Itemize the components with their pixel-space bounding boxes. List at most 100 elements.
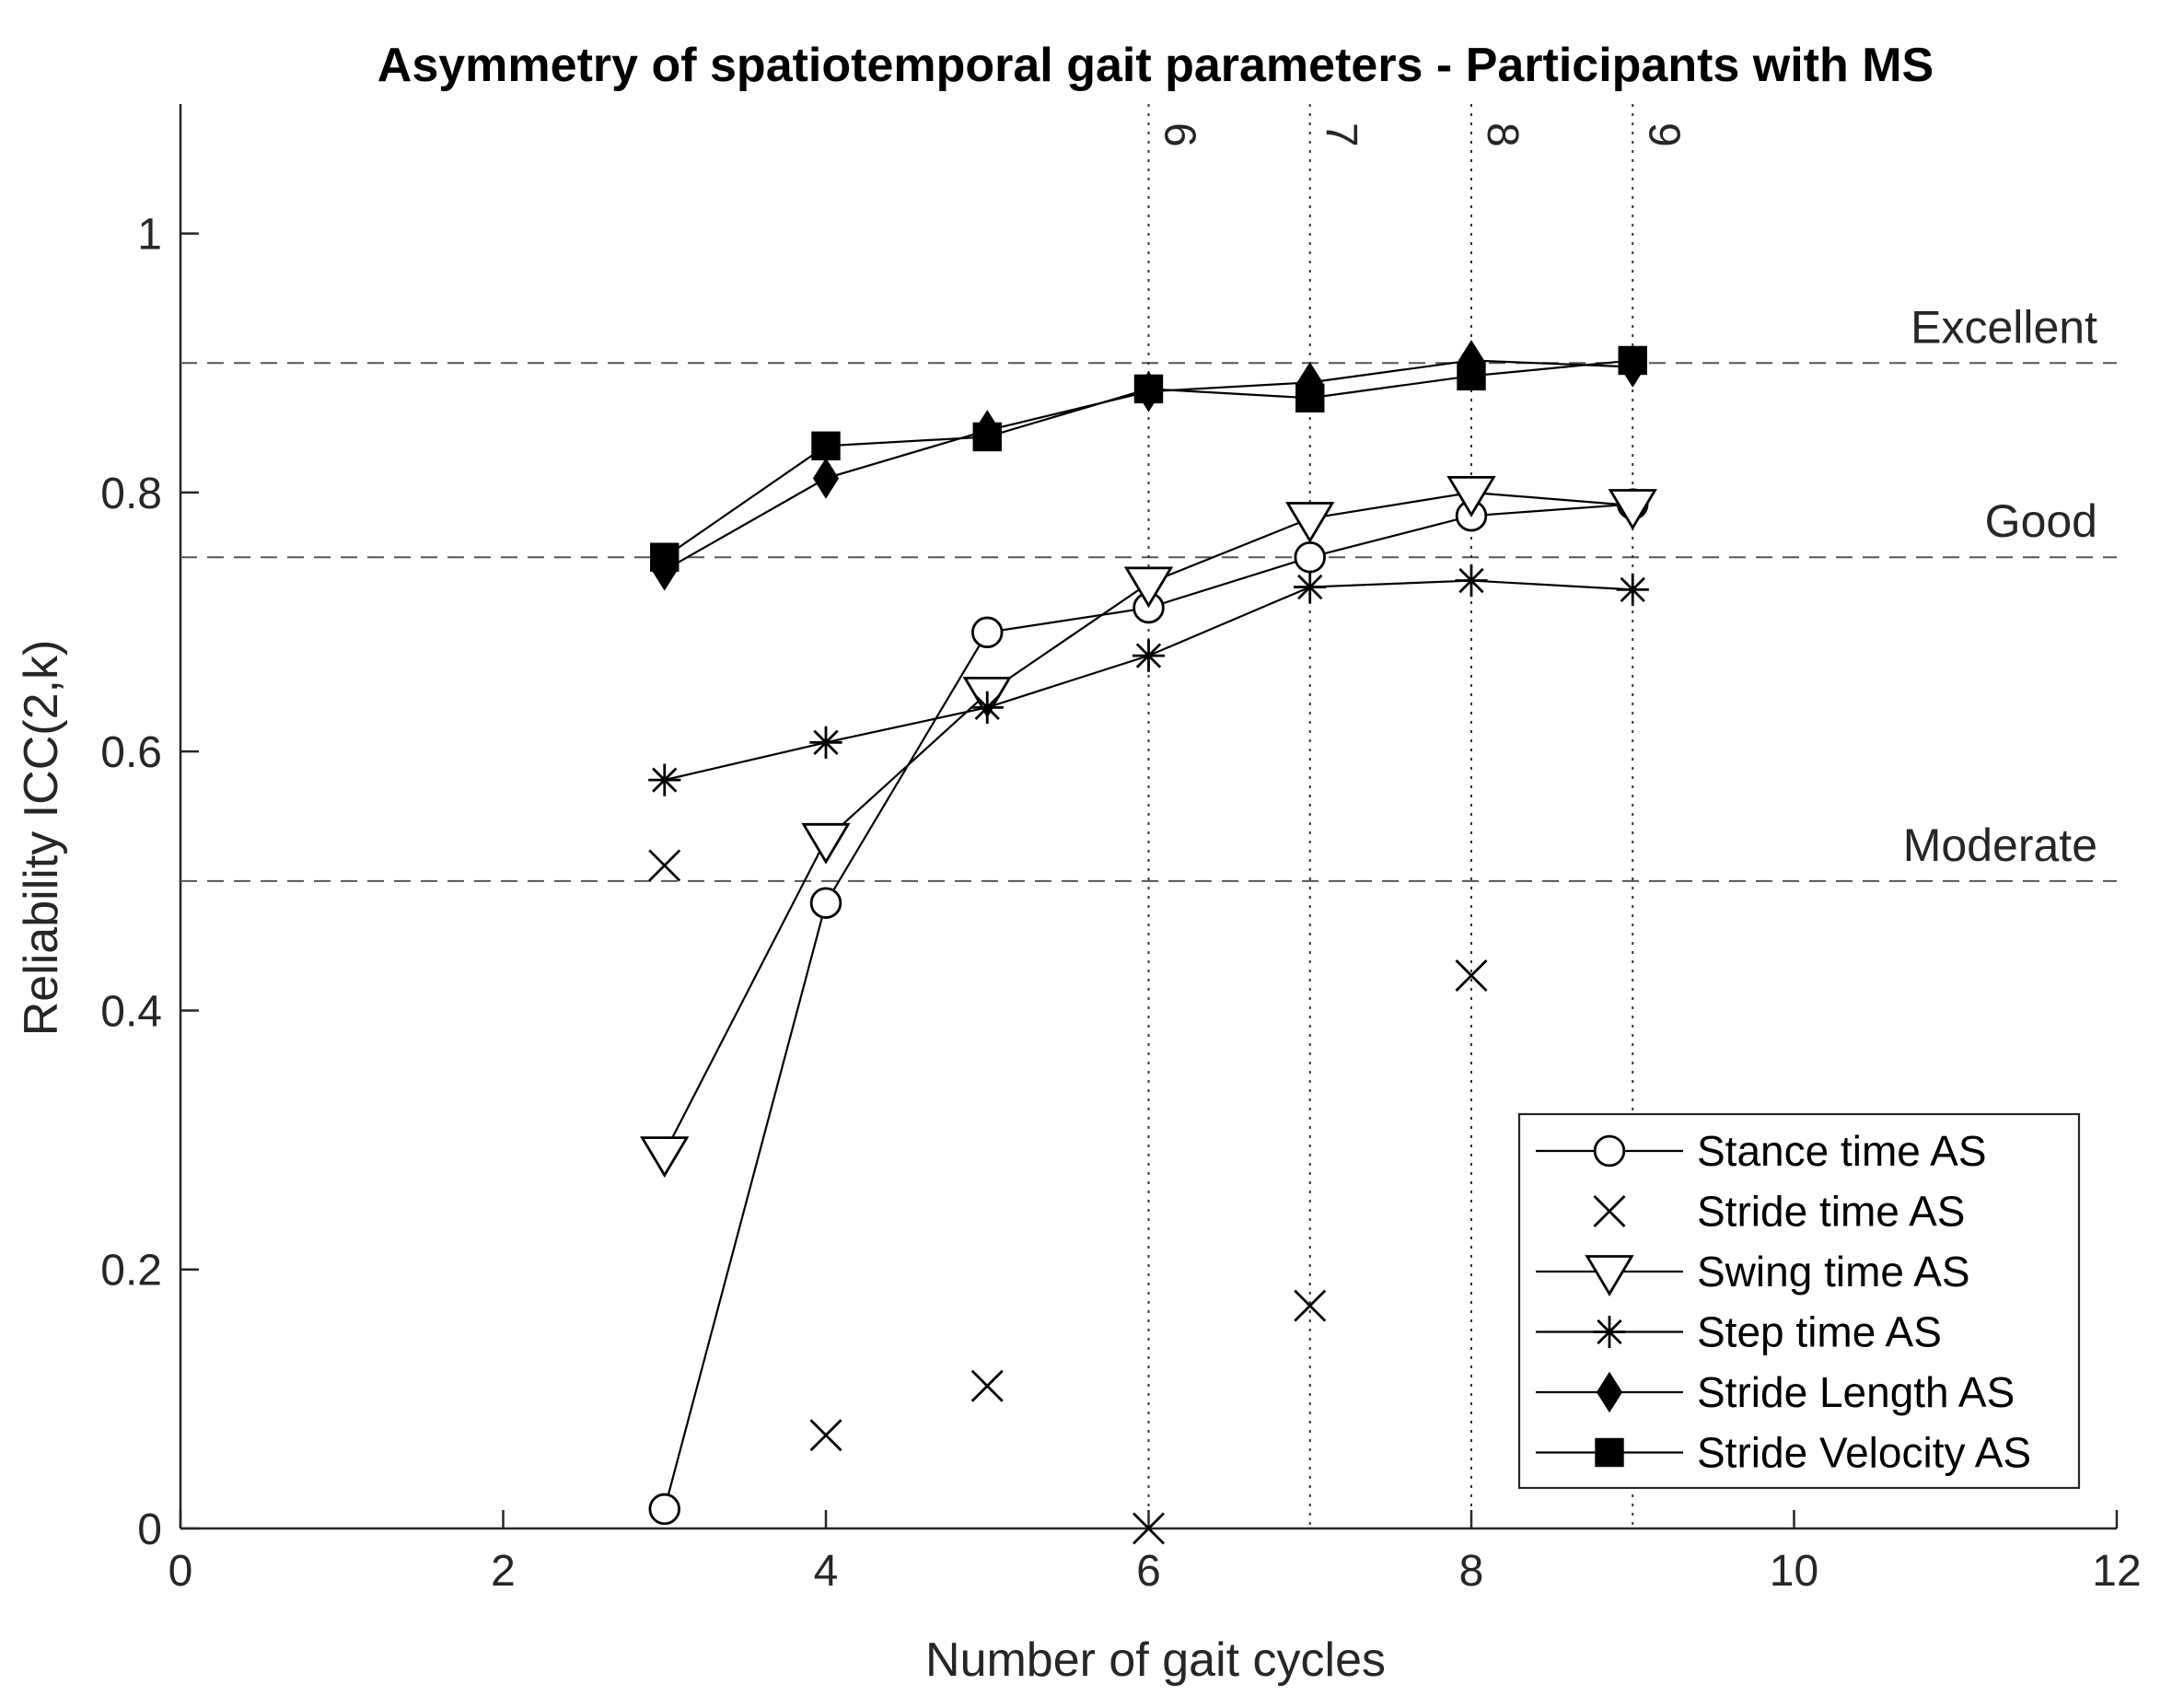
data-point: [1294, 1289, 1327, 1322]
x-tick-label: 8: [1459, 1547, 1484, 1596]
x-tick-label: 2: [491, 1547, 516, 1596]
data-point: [648, 1493, 680, 1526]
marker-shape: [648, 1493, 680, 1526]
y-tick-label: 1: [137, 211, 162, 260]
legend: Stance time AS Stride time AS Swing time A…: [1517, 1112, 2081, 1490]
marker-shape: [970, 1369, 1004, 1402]
data-point: [1455, 959, 1488, 992]
data-point: [970, 1369, 1004, 1402]
reference-line-label: Excellent: [1911, 301, 2097, 353]
data-point: [1295, 383, 1325, 412]
legend-entry: Stance time AS: [1536, 1127, 1987, 1175]
series-swing-time-as: [640, 476, 1657, 1179]
marker-shape: [1123, 566, 1174, 609]
marker-shape: [1595, 1437, 1624, 1468]
data-point: [1457, 361, 1486, 391]
marker-shape: [1593, 1134, 1626, 1168]
vertical-line-label: 6: [1156, 122, 1204, 147]
legend-marker: [1593, 1315, 1626, 1349]
legend-marker: [1596, 1371, 1623, 1413]
x-tick-label: 6: [1136, 1547, 1161, 1596]
marker-shape: [1620, 576, 1645, 603]
x-axis-label: Number of gait cycles: [925, 1633, 1386, 1687]
marker-shape: [1294, 540, 1326, 574]
marker-shape: [972, 422, 1002, 452]
data-point: [1123, 566, 1174, 609]
data-point: [1608, 489, 1657, 530]
marker-shape: [1132, 1512, 1165, 1545]
data-point: [809, 887, 842, 919]
reference-line-label: Moderate: [1903, 819, 2097, 871]
legend-marker: [1595, 1437, 1624, 1468]
legend-entry: Swing time AS: [1536, 1248, 1970, 1296]
vertical-line-label: 9: [1639, 122, 1688, 147]
data-point: [1616, 573, 1649, 606]
legend-label: Stride Velocity AS: [1697, 1429, 2031, 1477]
marker-shape: [1457, 361, 1486, 391]
marker-shape: [1585, 1255, 1634, 1296]
legend-label: Stride Length AS: [1697, 1368, 2015, 1416]
data-point: [1455, 564, 1488, 598]
marker-shape: [652, 767, 678, 793]
legend-label: Swing time AS: [1697, 1248, 1970, 1296]
legend-label: Stride time AS: [1697, 1188, 1965, 1236]
legend-box: [1517, 1112, 2081, 1490]
data-point: [809, 1419, 842, 1452]
marker-shape: [640, 1136, 690, 1179]
data-point: [1132, 1512, 1165, 1545]
data-point: [1618, 345, 1647, 376]
y-tick-label: 0.8: [100, 470, 162, 518]
marker-shape: [974, 694, 1000, 721]
marker-shape: [809, 887, 842, 919]
legend-marker: [1593, 1134, 1626, 1168]
series-step-time-as: [648, 564, 1649, 796]
y-tick-label: 0.6: [100, 728, 162, 777]
x-tick-label: 4: [814, 1547, 839, 1596]
marker-shape: [648, 849, 681, 882]
y-axis-label: Reliability ICC(2,k): [15, 640, 68, 1037]
marker-shape: [1297, 574, 1323, 600]
data-point: [1285, 502, 1335, 543]
legend-label: Step time AS: [1697, 1308, 1942, 1356]
axes-group: 0 2 4 6 8 10 12 0 0.2 0.4 0.6 0.8 1 Excellent Good Mode…: [100, 104, 2142, 1596]
marker-shape: [971, 616, 1004, 649]
marker-shape: [1294, 1289, 1327, 1322]
marker-shape: [809, 1419, 842, 1452]
legend-marker: [1585, 1255, 1634, 1296]
x-tick-label: 12: [2092, 1547, 2141, 1596]
marker-shape: [1597, 1319, 1622, 1345]
data-point: [811, 431, 841, 460]
data-point: [972, 422, 1002, 452]
marker-shape: [1135, 643, 1162, 668]
data-point: [809, 726, 842, 759]
x-tick-label: 10: [1770, 1547, 1818, 1596]
data-point: [650, 542, 679, 572]
series-stride-time-as: [648, 849, 1488, 1545]
data-point: [970, 691, 1004, 724]
legend-entry: Step time AS: [1536, 1308, 1942, 1356]
data-point: [812, 458, 840, 499]
x-tick-label: 0: [168, 1547, 193, 1596]
data-point: [971, 616, 1004, 649]
marker-shape: [1455, 959, 1488, 992]
vertical-line-label: 7: [1317, 122, 1365, 147]
legend-entry: Stride time AS: [1593, 1188, 1965, 1236]
legend-entry: Stride Length AS: [1536, 1368, 2015, 1416]
chart-title: Asymmetry of spatiotemporal gait paramet…: [377, 39, 1934, 92]
marker-shape: [1133, 374, 1164, 404]
data-point: [648, 849, 681, 882]
data-point: [801, 822, 851, 865]
marker-shape: [812, 458, 840, 499]
vertical-line-label: 8: [1478, 122, 1527, 147]
marker-shape: [1596, 1371, 1623, 1413]
legend-label: Stance time AS: [1697, 1127, 1987, 1175]
marker-shape: [1618, 345, 1647, 376]
legend-marker: [1593, 1195, 1626, 1227]
data-point: [648, 763, 681, 796]
series-stride-velocity-as: [650, 345, 1647, 572]
marker-shape: [813, 729, 839, 755]
legend-entry: Stride Velocity AS: [1536, 1429, 2031, 1477]
data-point: [1132, 639, 1166, 672]
